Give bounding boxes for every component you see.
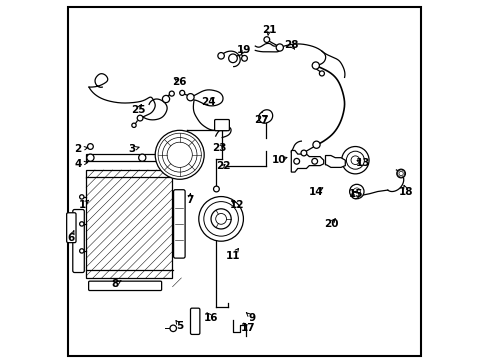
Circle shape (132, 123, 136, 127)
Circle shape (276, 44, 283, 51)
FancyBboxPatch shape (214, 120, 229, 131)
Text: 13: 13 (355, 158, 370, 168)
Text: 12: 12 (229, 200, 244, 210)
Text: 8: 8 (111, 279, 118, 289)
Circle shape (179, 90, 184, 95)
Circle shape (87, 154, 94, 161)
Circle shape (311, 62, 319, 69)
FancyBboxPatch shape (66, 213, 76, 243)
Circle shape (80, 249, 84, 253)
Text: 9: 9 (247, 312, 255, 323)
Circle shape (170, 325, 176, 332)
Text: 15: 15 (348, 189, 363, 199)
Text: 23: 23 (212, 143, 226, 153)
Circle shape (264, 37, 269, 42)
Circle shape (186, 94, 194, 101)
Circle shape (155, 130, 204, 179)
Text: 17: 17 (240, 323, 255, 333)
Polygon shape (291, 150, 323, 172)
Circle shape (80, 195, 84, 199)
Text: 4: 4 (74, 159, 81, 169)
Text: 28: 28 (284, 40, 298, 50)
Text: 25: 25 (131, 105, 145, 115)
Circle shape (349, 184, 363, 199)
Circle shape (87, 144, 93, 149)
Text: 2: 2 (74, 144, 81, 154)
Circle shape (199, 197, 243, 241)
Circle shape (301, 150, 306, 156)
Circle shape (396, 169, 405, 178)
Text: 20: 20 (323, 219, 338, 229)
FancyBboxPatch shape (88, 281, 162, 291)
Text: 26: 26 (171, 77, 186, 87)
Circle shape (351, 192, 358, 199)
Circle shape (228, 54, 237, 63)
Text: 21: 21 (261, 24, 276, 35)
Circle shape (169, 91, 174, 96)
Text: 27: 27 (254, 114, 268, 125)
Circle shape (319, 71, 324, 76)
Text: 10: 10 (271, 155, 285, 165)
Circle shape (350, 156, 359, 165)
FancyBboxPatch shape (190, 308, 200, 334)
Text: 1: 1 (79, 200, 86, 210)
Text: 18: 18 (398, 186, 413, 197)
Bar (86, 154, 159, 161)
Text: 3: 3 (128, 144, 136, 154)
Bar (86, 170, 172, 278)
Circle shape (139, 154, 145, 161)
Circle shape (137, 115, 142, 121)
FancyBboxPatch shape (173, 190, 185, 258)
FancyBboxPatch shape (73, 210, 84, 273)
Text: 11: 11 (225, 251, 240, 261)
Circle shape (213, 186, 219, 192)
Text: 22: 22 (215, 161, 230, 171)
Text: 5: 5 (176, 321, 183, 331)
Text: 19: 19 (237, 45, 251, 55)
Circle shape (341, 147, 368, 174)
Text: 16: 16 (203, 312, 218, 323)
Text: 24: 24 (201, 96, 215, 107)
Text: 14: 14 (308, 186, 323, 197)
Circle shape (218, 53, 224, 59)
Circle shape (211, 209, 231, 229)
Circle shape (312, 141, 320, 148)
Circle shape (162, 95, 169, 103)
Text: 6: 6 (67, 233, 75, 243)
Circle shape (241, 55, 247, 61)
Polygon shape (325, 156, 345, 167)
Text: 7: 7 (186, 195, 193, 205)
Circle shape (80, 222, 84, 226)
